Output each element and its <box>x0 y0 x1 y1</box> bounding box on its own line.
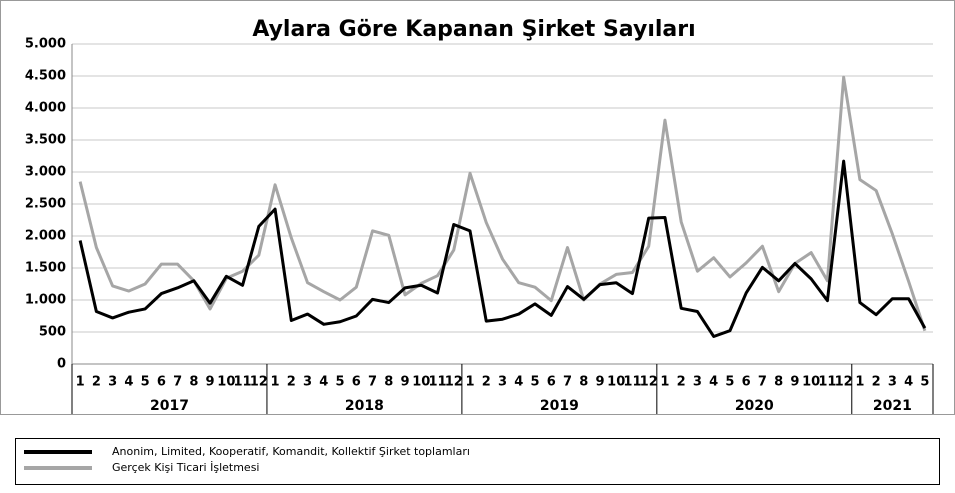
x-group-label: 2021 <box>873 398 912 414</box>
y-tick-label: 3.000 <box>25 165 66 180</box>
x-tick-label: 8 <box>579 375 588 390</box>
x-tick-label: 2 <box>287 375 296 390</box>
x-tick-label: 2 <box>482 375 491 390</box>
x-tick-label: 1 <box>465 375 474 390</box>
x-tick-label: 2 <box>92 375 101 390</box>
x-tick-label: 9 <box>401 375 410 390</box>
x-tick-label: 11 <box>623 375 641 390</box>
x-tick-label: 5 <box>141 375 150 390</box>
x-tick-label: 3 <box>108 375 117 390</box>
x-tick-label: 7 <box>758 375 767 390</box>
chart-border <box>0 0 955 415</box>
x-tick-label: 3 <box>498 375 507 390</box>
x-tick-label: 9 <box>206 375 215 390</box>
x-tick-label: 11 <box>234 375 252 390</box>
x-tick-label: 12 <box>250 375 268 390</box>
x-tick-label: 3 <box>888 375 897 390</box>
y-tick-label: 3.500 <box>25 133 66 148</box>
x-tick-label: 2 <box>872 375 881 390</box>
x-tick-label: 4 <box>904 375 913 390</box>
y-tick-label: 5.000 <box>25 37 66 52</box>
x-tick-label: 2 <box>677 375 686 390</box>
x-tick-label: 11 <box>428 375 446 390</box>
x-tick-label: 12 <box>640 375 658 390</box>
x-tick-label: 8 <box>189 375 198 390</box>
x-tick-label: 3 <box>303 375 312 390</box>
x-tick-label: 1 <box>660 375 669 390</box>
legend-label: Anonim, Limited, Kooperatif, Komandit, K… <box>112 445 470 458</box>
chart-title: Aylara Göre Kapanan Şirket Sayıları <box>252 17 695 42</box>
x-tick-label: 6 <box>157 375 166 390</box>
x-tick-label: 6 <box>547 375 556 390</box>
x-tick-label: 10 <box>802 375 820 390</box>
x-tick-label: 11 <box>818 375 836 390</box>
x-tick-label: 10 <box>217 375 235 390</box>
x-group-label: 2018 <box>345 398 384 414</box>
legend-label: Gerçek Kişi Ticari İşletmesi <box>112 461 260 474</box>
x-tick-label: 5 <box>920 375 929 390</box>
x-tick-label: 1 <box>76 375 85 390</box>
x-tick-label: 3 <box>693 375 702 390</box>
x-tick-label: 5 <box>336 375 345 390</box>
x-tick-label: 9 <box>790 375 799 390</box>
x-tick-label: 4 <box>514 375 523 390</box>
y-tick-label: 0 <box>57 357 66 372</box>
y-tick-label: 1.500 <box>25 261 66 276</box>
x-tick-label: 6 <box>742 375 751 390</box>
x-tick-label: 5 <box>725 375 734 390</box>
x-tick-label: 10 <box>412 375 430 390</box>
y-tick-label: 500 <box>39 325 66 340</box>
x-tick-label: 8 <box>384 375 393 390</box>
y-tick-label: 4.500 <box>25 69 66 84</box>
series-line <box>78 159 927 338</box>
x-tick-label: 4 <box>124 375 133 390</box>
x-tick-label: 7 <box>368 375 377 390</box>
y-tick-label: 4.000 <box>25 101 66 116</box>
x-tick-label: 1 <box>271 375 280 390</box>
x-tick-label: 12 <box>445 375 463 390</box>
x-tick-label: 7 <box>563 375 572 390</box>
y-tick-label: 2.000 <box>25 229 66 244</box>
x-tick-label: 7 <box>173 375 182 390</box>
x-tick-label: 9 <box>595 375 604 390</box>
x-tick-label: 1 <box>855 375 864 390</box>
x-tick-label: 8 <box>774 375 783 390</box>
x-tick-label: 12 <box>835 375 853 390</box>
x-tick-label: 5 <box>530 375 539 390</box>
x-group-label: 2017 <box>150 398 189 414</box>
y-tick-label: 1.000 <box>25 293 66 308</box>
y-tick-label: 2.500 <box>25 197 66 212</box>
x-group-label: 2019 <box>540 398 579 414</box>
series-line <box>78 75 927 332</box>
x-group-label: 2020 <box>735 398 774 414</box>
x-tick-label: 4 <box>709 375 718 390</box>
legend-box <box>15 438 940 485</box>
x-tick-label: 10 <box>607 375 625 390</box>
x-tick-label: 6 <box>352 375 361 390</box>
x-tick-label: 4 <box>319 375 328 390</box>
